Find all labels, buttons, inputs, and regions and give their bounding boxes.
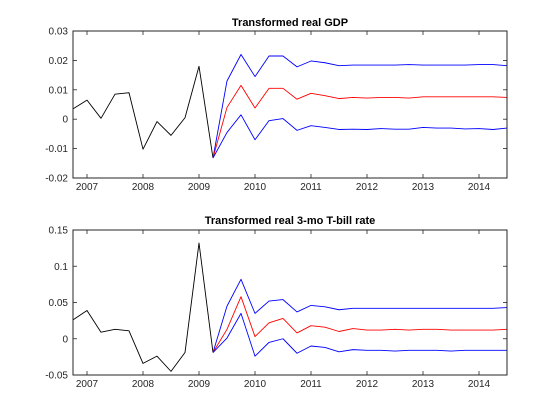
gdp-y-tick-label: -0.01 [45, 144, 68, 155]
gdp-x-tick-label: 2014 [468, 182, 491, 193]
tbill-x-tick-label: 2007 [76, 379, 99, 390]
tbill-y-tick-label: 0.15 [49, 226, 69, 237]
gdp-y-tick-label: 0.03 [49, 27, 69, 38]
gdp-y-tick-label: 0 [62, 115, 68, 126]
tbill-chart: Transformed real 3-mo T-bill rate 2007 20… [45, 215, 508, 390]
tbill-chart-title: Transformed real 3-mo T-bill rate [205, 215, 376, 227]
gdp-series-layer [72, 54, 508, 159]
gdp-x-tick-label: 2013 [412, 182, 435, 193]
tbill-y-tick-label: 0 [62, 334, 68, 345]
tbill-series-line-1 [212, 278, 508, 353]
gdp-x-tick-label: 2012 [356, 182, 379, 193]
tbill-y-tick-label: 0.05 [49, 298, 69, 309]
gdp-chart: Transformed real GDP 2007 2008 2009 2010 201… [45, 17, 508, 193]
gdp-series-line-2 [212, 84, 508, 159]
tbill-x-tick-label: 2014 [468, 379, 491, 390]
tbill-series-line-0 [72, 242, 214, 372]
gdp-x-tick-label: 2008 [132, 182, 155, 193]
gdp-y-tick-label: -0.02 [45, 174, 68, 185]
tbill-series-line-2 [212, 296, 508, 353]
gdp-x-tick-label: 2011 [300, 182, 322, 193]
tbill-x-ticks: 2007 2008 2009 2010 2011 2012 2013 2014 [76, 230, 491, 390]
gdp-series-line-0 [72, 65, 214, 159]
tbill-x-tick-label: 2008 [132, 379, 155, 390]
tbill-series-layer [72, 242, 508, 372]
tbill-x-tick-label: 2009 [188, 379, 211, 390]
gdp-series-line-3 [212, 114, 508, 159]
gdp-x-ticks: 2007 2008 2009 2010 2011 2012 2013 2014 [76, 31, 491, 193]
tbill-x-tick-label: 2011 [300, 379, 322, 390]
tbill-x-tick-label: 2012 [356, 379, 379, 390]
gdp-axes-box [72, 30, 508, 179]
tbill-y-tick-label: 0.1 [54, 262, 68, 273]
gdp-chart-title: Transformed real GDP [232, 17, 348, 29]
tbill-y-tick-label: -0.05 [45, 371, 68, 382]
gdp-series-line-1 [212, 54, 508, 159]
gdp-y-ticks: -0.02 -0.01 0 0.01 0.02 0.03 [45, 27, 507, 185]
gdp-x-tick-label: 2009 [188, 182, 211, 193]
gdp-x-tick-label: 2010 [244, 182, 267, 193]
tbill-y-ticks: -0.05 0 0.05 0.1 0.15 [45, 226, 507, 382]
gdp-y-tick-label: 0.02 [49, 56, 69, 67]
tbill-x-tick-label: 2010 [244, 379, 267, 390]
tbill-series-line-3 [212, 312, 507, 357]
gdp-y-tick-label: 0.01 [49, 85, 69, 96]
tbill-x-tick-label: 2013 [412, 379, 435, 390]
gdp-x-tick-label: 2007 [76, 182, 99, 193]
